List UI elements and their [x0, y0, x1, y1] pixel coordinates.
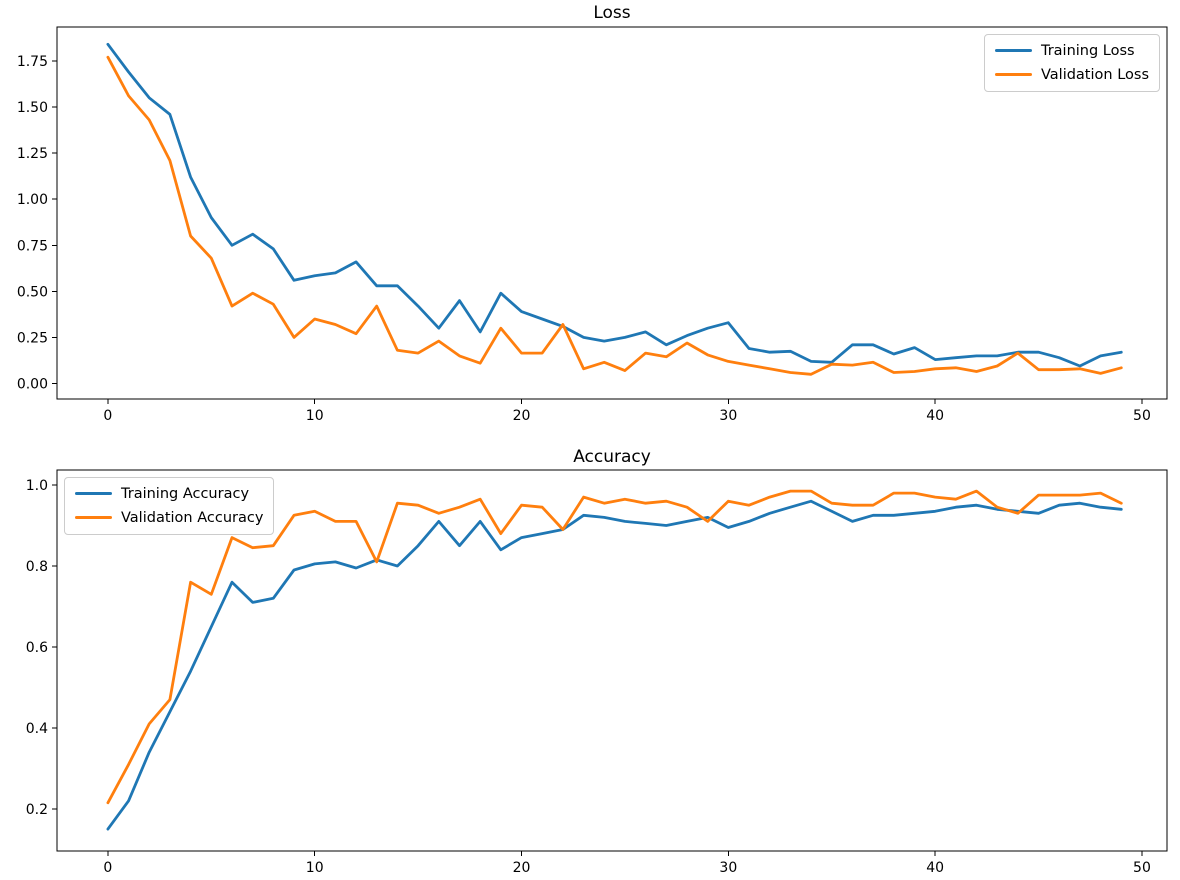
y-tick-label: 0.50 — [17, 284, 48, 300]
training-loss-legend-label: Training Loss — [1040, 42, 1135, 59]
legend-item-training-loss: Training Loss — [994, 41, 1149, 60]
x-tick-label: 50 — [1133, 860, 1151, 876]
training-loss-line — [106, 42, 1123, 368]
training-accuracy-legend-label: Training Accuracy — [121, 485, 250, 502]
y-tick-label: 1.00 — [17, 192, 48, 208]
x-tick-label: 20 — [513, 408, 531, 424]
validation-loss-line-swatch — [994, 73, 1032, 76]
accuracy-legend: Training Accuracy Validation Accuracy — [64, 477, 275, 535]
x-tick-label: 50 — [1133, 408, 1151, 424]
y-tick-label: 0.00 — [17, 377, 48, 393]
x-tick-label: 20 — [513, 860, 531, 876]
loss-legend: Training Loss Validation Loss — [983, 34, 1160, 92]
legend-item-training-accuracy: Training Accuracy — [75, 484, 263, 503]
validation-loss-line — [106, 55, 1123, 376]
y-tick-label: 0.8 — [26, 559, 48, 575]
y-tick-label: 0.6 — [26, 640, 48, 656]
x-tick-label: 40 — [926, 860, 944, 876]
validation-accuracy-legend-label: Validation Accuracy — [121, 509, 264, 526]
axes-frame — [56, 26, 1168, 400]
x-tick-label: 0 — [103, 408, 112, 424]
x-tick-label: 40 — [926, 408, 944, 424]
x-tick-label: 10 — [306, 860, 324, 876]
x-tick-label: 30 — [719, 408, 737, 424]
accuracy-plot: 0.2 0.4 0.6 0.8 1.0 0 10 20 30 40 50 — [26, 469, 1168, 876]
x-tick-label: 10 — [306, 408, 324, 424]
legend-item-validation-accuracy: Validation Accuracy — [75, 508, 263, 527]
y-tick-label: 0.75 — [17, 238, 48, 254]
y-tick-label: 0.4 — [26, 721, 48, 737]
training-accuracy-line-swatch — [75, 492, 112, 495]
validation-loss-legend-label: Validation Loss — [1040, 66, 1149, 83]
legend-item-validation-loss: Validation Loss — [994, 65, 1149, 84]
y-tick-label: 0.2 — [26, 802, 48, 818]
y-tick-label: 1.75 — [17, 54, 48, 70]
loss-plot-title: Loss — [593, 3, 631, 23]
loss-plot: 0.00 0.25 0.50 0.75 1.00 1.25 1.50 1.75 0 10 20 30 4… — [17, 26, 1168, 424]
x-tick-label: 0 — [103, 860, 112, 876]
validation-accuracy-line — [106, 489, 1123, 805]
y-tick-label: 1.50 — [17, 100, 48, 116]
x-tick-label: 30 — [719, 860, 737, 876]
validation-accuracy-line-swatch — [75, 516, 112, 519]
training-accuracy-line — [106, 499, 1123, 831]
training-loss-line-swatch — [994, 49, 1032, 52]
axes-frame — [56, 469, 1168, 852]
y-tick-label: 1.0 — [26, 478, 48, 494]
accuracy-plot-title: Accuracy — [573, 447, 651, 467]
y-tick-label: 1.25 — [17, 146, 48, 162]
y-tick-label: 0.25 — [17, 330, 48, 346]
